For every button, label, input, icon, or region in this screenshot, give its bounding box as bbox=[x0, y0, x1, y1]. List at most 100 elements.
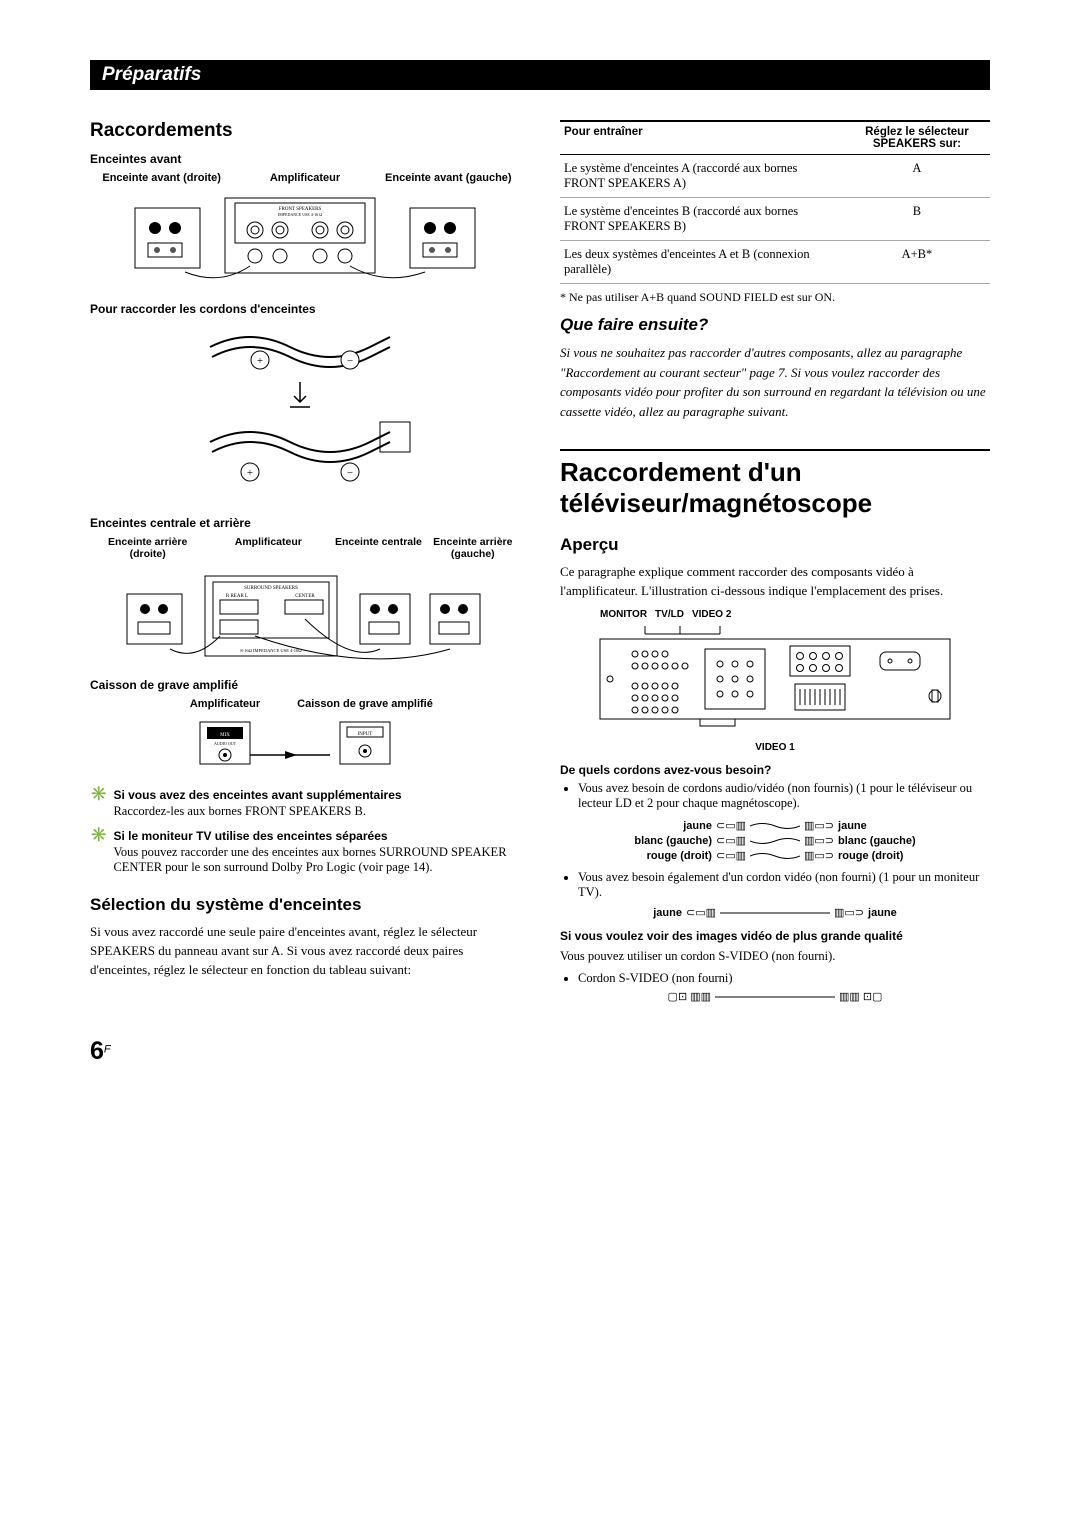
cable-label-yellow-r: jaune bbox=[868, 907, 928, 919]
svg-text:+: + bbox=[247, 467, 253, 479]
page-number: 6 bbox=[90, 1037, 104, 1065]
label-amplifier: Amplificateur bbox=[233, 172, 376, 184]
svg-text:IMPEDANCE USE 4-16 Ω: IMPEDANCE USE 4-16 Ω bbox=[278, 212, 322, 217]
para-que-faire: Si vous ne souhaitez pas raccorder d'aut… bbox=[560, 343, 990, 421]
label-video-2: VIDEO 2 bbox=[692, 609, 731, 620]
heading-raccordements: Raccordements bbox=[90, 120, 520, 142]
cords-list-2: Vous avez besoin également d'un cordon v… bbox=[578, 870, 990, 900]
heading-apercu: Aperçu bbox=[560, 535, 990, 555]
diagram-rear-speakers: SURROUND SPEAKERS R REAR L CENTER 8-16Ω … bbox=[90, 564, 520, 664]
svg-text:CENTER: CENTER bbox=[295, 594, 315, 599]
plug-icon: ▢⊡ ▥▥ bbox=[668, 990, 711, 1003]
svg-text:−: − bbox=[347, 467, 353, 479]
plug-icon: ▥▭⊃ bbox=[804, 849, 834, 862]
page-footer: 6F bbox=[90, 1037, 990, 1066]
svg-text:−: − bbox=[347, 355, 353, 367]
plug-icon: ▥▭⊃ bbox=[834, 906, 864, 919]
svg-text:INPUT: INPUT bbox=[358, 732, 373, 737]
plug-icon: ⊂▭▥ bbox=[716, 834, 746, 847]
tip-tv-speakers: ✳️ Si le moniteur TV utilise des enceint… bbox=[90, 829, 520, 875]
heading-center-rear: Enceintes centrale et arrière bbox=[90, 516, 520, 530]
label-tvld: TV/LD bbox=[655, 609, 684, 620]
diagram-rear-panel bbox=[560, 624, 990, 734]
label-center: Enceinte centrale bbox=[331, 536, 425, 560]
plug-icon: ⊂▭▥ bbox=[716, 819, 746, 832]
table-cell: A bbox=[844, 155, 990, 198]
list-item: Cordon S-VIDEO (non fourni) bbox=[578, 971, 990, 986]
diagram-speaker-cord: + − + − bbox=[90, 322, 520, 502]
heading-que-faire: Que faire ensuite? bbox=[560, 315, 990, 335]
heading-tv-vcr: Raccordement d'un téléviseur/magnétoscop… bbox=[560, 449, 990, 519]
tip-extra-front: ✳️ Si vous avez des enceintes avant supp… bbox=[90, 788, 520, 819]
cable-label-red-l: rouge (droit) bbox=[622, 850, 712, 862]
label-amplifier-rear: Amplificateur bbox=[205, 536, 331, 560]
front-speaker-labels: Enceinte avant (droite) Amplificateur En… bbox=[90, 172, 520, 184]
cable-label-red-r: rouge (droit) bbox=[838, 850, 928, 862]
table-cell: Le système d'enceintes B (raccordé aux b… bbox=[560, 198, 844, 241]
cable-label-white-r: blanc (gauche) bbox=[838, 835, 928, 847]
section-banner: Préparatifs bbox=[90, 60, 990, 90]
svideo-list: Cordon S-VIDEO (non fourni) bbox=[578, 971, 990, 986]
svg-text:MIX: MIX bbox=[220, 733, 230, 738]
plug-icon: ▥▭⊃ bbox=[804, 819, 834, 832]
heading-selection: Sélection du système d'enceintes bbox=[90, 895, 520, 915]
svg-text:8-16Ω IMPEDANCE USE 4-16Ω: 8-16Ω IMPEDANCE USE 4-16Ω bbox=[240, 648, 302, 653]
table-cell: Le système d'enceintes A (raccordé aux b… bbox=[560, 155, 844, 198]
svg-text:+: + bbox=[257, 355, 263, 367]
label-rear-left: Enceinte arrière (gauche) bbox=[426, 536, 520, 560]
table-header-2: Réglez le sélecteur SPEAKERS sur: bbox=[844, 121, 990, 155]
plug-icon: ⊂▭▥ bbox=[686, 906, 716, 919]
label-front-left: Enceinte avant (gauche) bbox=[377, 172, 520, 184]
video-cable-diagram: jaune ⊂▭▥ ▥▭⊃ jaune bbox=[560, 906, 990, 919]
cords-list: Vous avez besoin de cordons audio/vidéo … bbox=[578, 781, 990, 811]
tip-body-1: Raccordez-les aux bornes FRONT SPEAKERS … bbox=[113, 804, 401, 819]
table-footnote: * Ne pas utiliser A+B quand SOUND FIELD … bbox=[560, 290, 990, 305]
list-item: Vous avez besoin également d'un cordon v… bbox=[578, 870, 990, 900]
svideo-cable-diagram: ▢⊡ ▥▥ ▥▥ ⊡▢ bbox=[560, 990, 990, 1003]
plug-icon: ▥▥ ⊡▢ bbox=[839, 990, 882, 1003]
label-monitor: MONITOR bbox=[600, 609, 647, 620]
table-row: Le système d'enceintes A (raccordé aux b… bbox=[560, 155, 990, 198]
table-header-1: Pour entraîner bbox=[560, 121, 844, 155]
cable-label-yellow-l: jaune bbox=[622, 820, 712, 832]
rear-speaker-labels: Enceinte arrière (droite) Amplificateur … bbox=[90, 536, 520, 560]
sub-labels: Amplificateur Caisson de grave amplifié bbox=[90, 698, 520, 710]
page-number-sup: F bbox=[104, 1044, 111, 1056]
label-amp-sub: Amplificateur bbox=[165, 698, 285, 710]
table-row: Le système d'enceintes B (raccordé aux b… bbox=[560, 198, 990, 241]
heading-svideo: Si vous voulez voir des images vidéo de … bbox=[560, 929, 990, 943]
list-item: Vous avez besoin de cordons audio/vidéo … bbox=[578, 781, 990, 811]
tip-icon: ✳️ bbox=[90, 788, 107, 819]
svg-text:R REAR L: R REAR L bbox=[226, 594, 248, 599]
diagram-subwoofer: MIX AUDIO OUT INPUT bbox=[90, 714, 520, 774]
table-cell: Les deux systèmes d'enceintes A et B (co… bbox=[560, 241, 844, 284]
label-front-right: Enceinte avant (droite) bbox=[90, 172, 233, 184]
cable-label-white-l: blanc (gauche) bbox=[622, 835, 712, 847]
plug-icon: ⊂▭▥ bbox=[716, 849, 746, 862]
heading-cords-needed: De quels cordons avez-vous besoin? bbox=[560, 763, 990, 777]
heading-enceintes-avant: Enceintes avant bbox=[90, 152, 520, 166]
speaker-selector-table: Pour entraîner Réglez le sélecteur SPEAK… bbox=[560, 120, 990, 284]
table-cell: A+B* bbox=[844, 241, 990, 284]
diagram-front-speakers: FRONT SPEAKERS IMPEDANCE USE 4-16 Ω bbox=[90, 188, 520, 288]
table-cell: B bbox=[844, 198, 990, 241]
left-column: Raccordements Enceintes avant Enceinte a… bbox=[90, 120, 520, 1007]
label-sub: Caisson de grave amplifié bbox=[285, 698, 445, 710]
para-selection: Si vous avez raccordé une seule paire d'… bbox=[90, 923, 520, 980]
panel-top-labels: MONITOR TV/LD VIDEO 2 bbox=[560, 609, 990, 620]
av-cable-diagram: jaune ⊂▭▥ ▥▭⊃ jaune blanc (gauche) ⊂▭▥ ▥… bbox=[560, 819, 990, 862]
tip-title-2: Si le moniteur TV utilise des enceintes … bbox=[113, 829, 520, 843]
table-row: Les deux systèmes d'enceintes A et B (co… bbox=[560, 241, 990, 284]
label-rear-right: Enceinte arrière (droite) bbox=[90, 536, 205, 560]
two-column-layout: Raccordements Enceintes avant Enceinte a… bbox=[90, 120, 990, 1007]
right-column: Pour entraîner Réglez le sélecteur SPEAK… bbox=[560, 120, 990, 1007]
svg-text:AUDIO OUT: AUDIO OUT bbox=[214, 741, 237, 746]
tip-icon: ✳️ bbox=[90, 829, 107, 875]
tip-body-2: Vous pouvez raccorder une des enceintes … bbox=[113, 845, 520, 875]
cable-label-yellow-l: jaune bbox=[622, 907, 682, 919]
heading-subwoofer: Caisson de grave amplifié bbox=[90, 678, 520, 692]
para-svideo: Vous pouvez utiliser un cordon S-VIDEO (… bbox=[560, 947, 990, 965]
tip-title-1: Si vous avez des enceintes avant supplém… bbox=[113, 788, 401, 802]
cable-label-yellow-r: jaune bbox=[838, 820, 928, 832]
plug-icon: ▥▭⊃ bbox=[804, 834, 834, 847]
